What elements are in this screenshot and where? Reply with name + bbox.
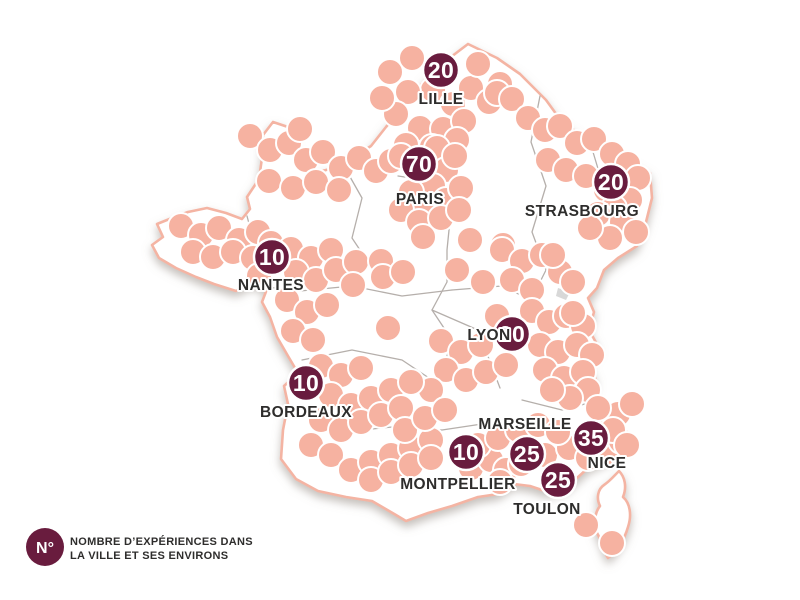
experience-dot (417, 444, 445, 472)
experience-dot (498, 85, 526, 113)
experience-dot (286, 115, 314, 143)
city-count-circle (507, 434, 547, 474)
experience-dot (317, 441, 345, 469)
legend: N° NOMBRE D’EXPÉRIENCES DANS LA VILLE ET… (26, 528, 253, 566)
city-marker-nantes: 10 NANTES (236, 237, 306, 296)
city-label: MARSEILLE (478, 416, 571, 433)
legend-text-line2: LA VILLE ET SES ENVIRONS (70, 550, 228, 562)
experience-dot (456, 226, 484, 254)
experience-dot (622, 218, 650, 246)
experience-dot (613, 431, 641, 459)
city-count-circle (446, 432, 486, 472)
city-count: 20 (428, 57, 454, 83)
city-marker-nice: 35 NICE (571, 418, 628, 474)
city-label: STRASBOURG (525, 203, 639, 220)
city-count: 20 (499, 321, 525, 347)
city-count-circle (538, 460, 578, 500)
experience-dot (486, 468, 514, 496)
city-count: 35 (578, 425, 604, 451)
legend-symbol-circle (26, 528, 64, 566)
city-count: 20 (598, 169, 624, 195)
city-count-circle (421, 50, 461, 90)
legend-text-line1: NOMBRE D’EXPÉRIENCES DANS (70, 535, 253, 548)
city-count: 10 (293, 370, 319, 396)
experience-dot (441, 142, 469, 170)
experience-dot (409, 223, 437, 251)
experience-dot (539, 241, 567, 269)
experience-dot (347, 354, 375, 382)
city-marker-montpellier: 10 MONTPELLIER (398, 432, 517, 495)
experience-dot (584, 394, 612, 422)
city-label: LILLE (418, 91, 463, 108)
experience-dot (559, 299, 587, 327)
city-count-circle (252, 237, 292, 277)
city-count-circle (492, 314, 532, 354)
experience-dot (389, 258, 417, 286)
experience-dot (313, 291, 341, 319)
experience-dot (309, 138, 337, 166)
experience-dot (394, 78, 422, 106)
experience-dot (443, 256, 471, 284)
city-label: PARIS (396, 191, 444, 208)
experience-dot (279, 174, 307, 202)
experience-dot (467, 331, 495, 359)
city-marker-bordeaux: 10 BORDEAUX (258, 363, 354, 423)
city-count: 10 (453, 439, 479, 465)
city-marker-strasbourg: 20 STRASBOURG (523, 162, 641, 222)
city-count: 70 (406, 151, 432, 177)
experience-dot (580, 125, 608, 153)
experience-dot (255, 167, 283, 195)
experience-dot (431, 396, 459, 424)
city-marker-toulon: 25 TOULON (511, 460, 582, 520)
experience-dot (464, 50, 492, 78)
experience-dot (576, 214, 604, 242)
city-count-circle (286, 363, 326, 403)
experience-dot (376, 58, 404, 86)
city-label: LYON (467, 327, 510, 344)
experience-dot (368, 84, 396, 112)
city-marker-paris: 70 PARIS (394, 144, 446, 210)
city-label: TOULON (513, 501, 581, 518)
city-count: 25 (545, 467, 571, 493)
experience-dots-layer (167, 44, 652, 557)
city-label: BORDEAUX (260, 404, 352, 421)
city-marker-lille: 20 LILLE (416, 50, 465, 110)
experience-dot (544, 418, 572, 446)
experience-dot (342, 248, 370, 276)
experience-dot (538, 376, 566, 404)
experience-dot (325, 176, 353, 204)
experience-dot (398, 44, 426, 72)
experience-dot (559, 268, 587, 296)
experience-dot (339, 271, 367, 299)
experience-dot (445, 196, 473, 224)
city-count-circle (399, 144, 439, 184)
experience-dot (236, 122, 264, 150)
city-count: 25 (514, 441, 540, 467)
experience-dot (572, 511, 600, 539)
city-label: MONTPELLIER (400, 476, 515, 493)
city-marker-marseille: 25 MARSEILLE (476, 414, 573, 474)
legend-symbol-text: N° (36, 540, 54, 557)
city-label: NANTES (238, 277, 304, 294)
experience-dot (374, 314, 402, 342)
experience-dot (397, 368, 425, 396)
experience-dot (492, 351, 520, 379)
experience-dot (618, 390, 646, 418)
experience-dot (299, 326, 327, 354)
city-count-circle (571, 418, 611, 458)
experience-dot (598, 529, 626, 557)
city-count: 10 (259, 244, 285, 270)
city-label: NICE (588, 455, 627, 472)
experience-dot (546, 112, 574, 140)
experience-dot (469, 268, 497, 296)
city-markers-layer: 20LILLE70PARIS20STRASBOURG10NANTES20LYON… (236, 50, 641, 520)
city-count-circle (591, 162, 631, 202)
